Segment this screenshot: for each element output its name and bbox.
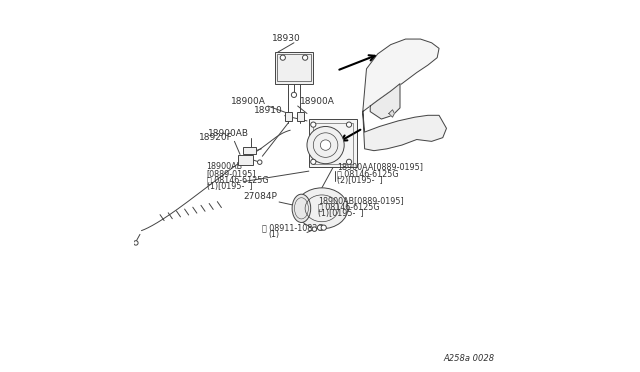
Circle shape <box>310 122 316 127</box>
Text: 27084P: 27084P <box>243 192 277 201</box>
Circle shape <box>291 92 296 97</box>
FancyBboxPatch shape <box>238 155 253 164</box>
Text: A258a 0028: A258a 0028 <box>444 354 495 363</box>
Ellipse shape <box>292 194 310 222</box>
FancyBboxPatch shape <box>275 52 312 84</box>
Circle shape <box>321 225 326 230</box>
Text: 18900A: 18900A <box>300 97 335 106</box>
Text: Ⓢ 08146-6125G: Ⓢ 08146-6125G <box>207 176 268 185</box>
Text: 18920F: 18920F <box>199 132 232 141</box>
Text: (2)[0195-  ]: (2)[0195- ] <box>337 176 383 185</box>
FancyBboxPatch shape <box>285 112 292 121</box>
Polygon shape <box>370 84 400 119</box>
Text: Ⓢ 08146-6125G: Ⓢ 08146-6125G <box>318 202 380 211</box>
Circle shape <box>317 225 323 230</box>
Polygon shape <box>363 39 439 112</box>
Text: 18900AA[0889-0195]: 18900AA[0889-0195] <box>337 162 423 171</box>
Circle shape <box>310 159 316 164</box>
Circle shape <box>312 227 317 231</box>
Text: (1): (1) <box>268 230 279 239</box>
Ellipse shape <box>296 188 348 229</box>
Circle shape <box>321 140 331 150</box>
Circle shape <box>134 241 138 245</box>
Circle shape <box>346 122 351 127</box>
Circle shape <box>303 55 308 60</box>
Text: [0889-0195]: [0889-0195] <box>207 169 256 178</box>
Circle shape <box>307 126 344 164</box>
Polygon shape <box>363 112 447 151</box>
Text: 18900A: 18900A <box>231 97 266 106</box>
Circle shape <box>280 55 285 60</box>
Text: 18910: 18910 <box>254 106 283 115</box>
Text: ⓝ 08911-1082G: ⓝ 08911-1082G <box>262 224 324 232</box>
Text: 18900AB[0889-0195]: 18900AB[0889-0195] <box>318 196 404 205</box>
Polygon shape <box>389 110 394 117</box>
Text: (1)[0195-  ]: (1)[0195- ] <box>207 182 252 191</box>
Text: 18930: 18930 <box>271 34 300 43</box>
FancyBboxPatch shape <box>296 112 304 121</box>
Circle shape <box>346 159 351 164</box>
FancyBboxPatch shape <box>243 147 256 154</box>
Text: 18900AB: 18900AB <box>207 162 243 171</box>
Circle shape <box>257 160 262 164</box>
Text: 18900AB: 18900AB <box>209 129 250 138</box>
FancyBboxPatch shape <box>309 119 357 167</box>
Text: Ⓢ 08146-6125G: Ⓢ 08146-6125G <box>337 169 398 178</box>
Text: (1)[0195-  ]: (1)[0195- ] <box>318 209 364 218</box>
